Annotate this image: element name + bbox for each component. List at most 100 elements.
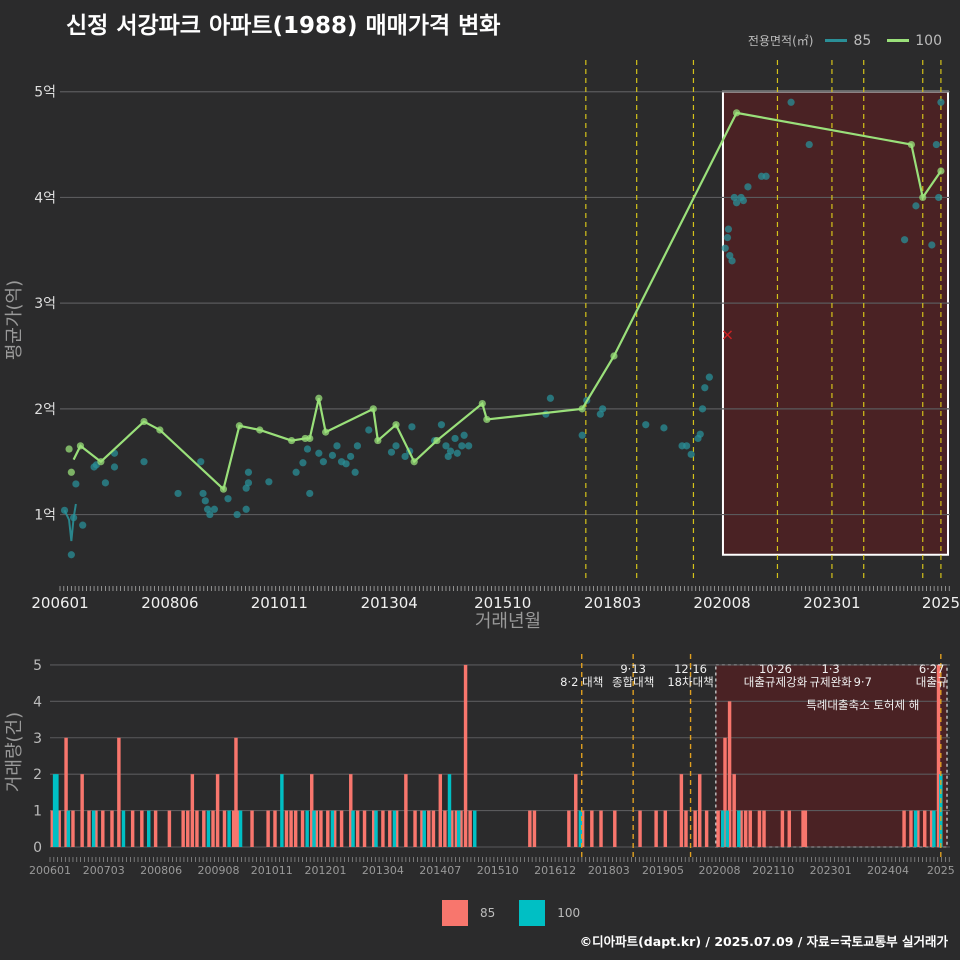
bar-85 <box>459 810 463 847</box>
legend-bottom: 85 100 <box>442 900 604 926</box>
bar-85 <box>427 810 431 847</box>
data-point-100 <box>140 417 148 426</box>
bar-x-tick-label: 202008 <box>698 864 740 877</box>
bar-85 <box>404 774 408 847</box>
policy-annotation: 6·27 <box>919 662 945 676</box>
bar-100 <box>447 774 452 847</box>
bar-85 <box>580 810 585 847</box>
bar-100 <box>374 810 378 847</box>
bar-85 <box>355 810 360 847</box>
bar-100 <box>280 774 284 847</box>
bar-85 <box>215 774 220 847</box>
bar-85 <box>236 810 240 847</box>
bar-x-tick-label: 201304 <box>362 864 404 877</box>
series-line-100 <box>72 111 942 492</box>
y-tick-label: 5억 <box>34 85 56 101</box>
bar-85 <box>94 810 98 847</box>
bar-85 <box>266 810 270 847</box>
data-point-85 <box>101 479 110 487</box>
x-tick-label: 201011 <box>251 594 308 612</box>
bar-85 <box>716 810 720 847</box>
bar-85 <box>663 810 668 847</box>
data-point-85 <box>401 452 409 461</box>
bar-y-tick-label: 4 <box>33 694 42 710</box>
bar-85 <box>723 737 727 847</box>
bar-85 <box>698 774 702 847</box>
bar-100 <box>725 810 730 847</box>
data-point-85 <box>233 510 241 519</box>
bar-85 <box>463 664 468 847</box>
bar-y-axis-title: 거래량(건) <box>4 712 25 792</box>
bar-85 <box>222 810 227 847</box>
bar-100 <box>66 810 71 847</box>
data-point-85 <box>701 384 709 392</box>
bar-100 <box>578 810 583 847</box>
bar-85 <box>310 774 314 847</box>
bar-85 <box>923 810 927 847</box>
bar-100 <box>330 810 335 847</box>
policy-annotation: 종합대책 <box>612 675 654 689</box>
data-point-85 <box>387 448 396 456</box>
data-point-85 <box>546 394 555 402</box>
bar-85 <box>381 810 385 847</box>
data-point-85 <box>333 442 341 450</box>
legend-box-100 <box>519 900 546 926</box>
data-point-85 <box>392 442 400 450</box>
bar-100 <box>121 810 126 847</box>
x-tick-label: 201304 <box>361 594 418 612</box>
data-point-100 <box>76 442 85 450</box>
bar-85 <box>567 810 571 847</box>
data-point-85 <box>642 421 650 429</box>
data-point-100 <box>65 445 73 453</box>
data-point-85 <box>744 183 752 191</box>
data-point-100 <box>410 458 418 466</box>
data-point-100 <box>937 167 945 175</box>
bar-100 <box>52 774 57 847</box>
bar-85 <box>929 810 934 847</box>
data-point-85 <box>110 463 119 471</box>
bar-85 <box>638 810 642 847</box>
bar-85 <box>190 774 195 847</box>
y-axis-title: 평균가(억) <box>4 280 25 360</box>
data-point-85 <box>723 234 732 242</box>
bar-x-tick-label: 201510 <box>477 864 519 877</box>
data-point-85 <box>347 452 355 461</box>
x-tick-label: 2025 <box>922 594 960 612</box>
bar-85 <box>314 810 319 847</box>
x-tick-label: 202008 <box>693 594 750 612</box>
data-point-85 <box>265 478 273 486</box>
bar-85 <box>211 810 215 847</box>
bar-85 <box>916 810 920 847</box>
bar-85 <box>339 810 344 847</box>
bar-85 <box>727 701 732 847</box>
bar-100 <box>473 810 477 847</box>
policy-annotation: 10·26 <box>759 662 792 676</box>
data-point-85 <box>696 430 704 438</box>
bar-85 <box>273 810 277 847</box>
data-point-100 <box>315 394 323 402</box>
bar-85 <box>528 810 532 847</box>
bar-x-tick-label: 200806 <box>140 864 182 877</box>
footer-credit: ©디아파트(dapt.kr) / 2025.07.09 / 자료=국토교통부 실… <box>579 934 948 949</box>
bar-100 <box>737 810 741 847</box>
bar-85 <box>684 810 688 847</box>
bar-y-tick-label: 3 <box>33 731 42 747</box>
bar-x-tick-label: 201407 <box>419 864 461 877</box>
data-point-85 <box>140 458 148 466</box>
policy-annotation: 규제완화 <box>809 675 852 689</box>
bar-85 <box>326 810 330 847</box>
x-axis-title: 거래년월 <box>475 611 541 632</box>
data-point-100 <box>610 352 618 360</box>
data-point-85 <box>935 193 943 202</box>
bar-x-tick-label: 200908 <box>198 864 240 877</box>
bar-85 <box>140 810 144 847</box>
bar-85 <box>293 810 298 847</box>
bar-100 <box>206 810 211 847</box>
data-point-100 <box>578 405 586 413</box>
data-point-85 <box>446 447 455 455</box>
bar-85 <box>450 810 454 847</box>
data-point-85 <box>900 236 909 244</box>
legend-swatch-100 <box>887 39 910 42</box>
data-point-100 <box>919 193 927 202</box>
bar-x-tick-label: 201803 <box>588 864 630 877</box>
